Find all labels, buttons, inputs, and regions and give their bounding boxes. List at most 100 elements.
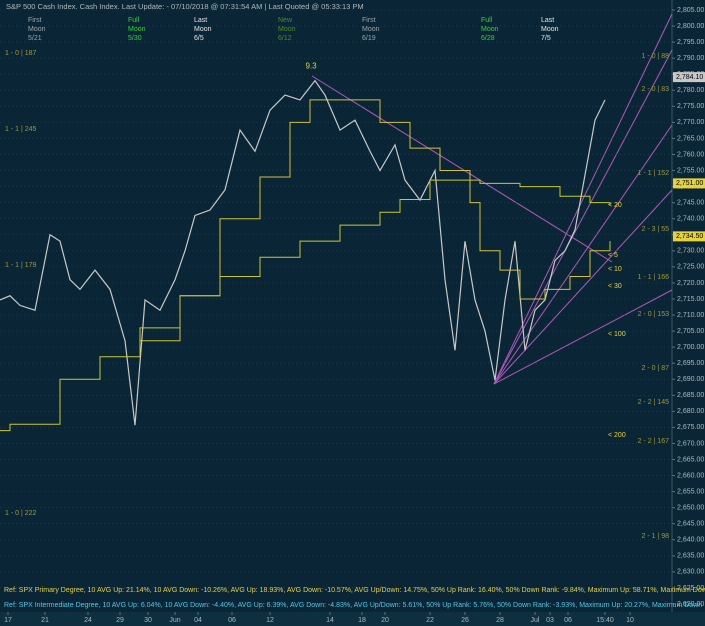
moon-date: 6/28 (481, 35, 495, 42)
price-box (673, 72, 705, 83)
moon-phase: Moon (362, 26, 380, 33)
y-tick-label: 2,790.00 (677, 55, 704, 62)
chart-title: S&P 500 Cash Index. Cash Index. Last Upd… (6, 2, 364, 11)
y-tick-label: 2,755.00 (677, 167, 704, 174)
moon-date: 6/19 (362, 35, 376, 42)
x-tick-label: 10 (626, 617, 634, 624)
y-tick-label: 2,710.00 (677, 312, 704, 319)
y-tick-label: 2,795.00 (677, 39, 704, 46)
moon-date: 5/21 (28, 35, 42, 42)
x-tick-label: 21 (41, 617, 49, 624)
x-tick-label: 06 (228, 617, 236, 624)
moon-date: 7/5 (541, 35, 551, 42)
trend-line (493, 189, 673, 385)
y-tick-label: 2,775.00 (677, 103, 704, 110)
y-tick-label: 2,655.00 (677, 488, 704, 495)
y-tick-label: 2,670.00 (677, 440, 704, 447)
x-tick-label: 03 (546, 617, 554, 624)
level-label: 2 - 2 | 167 (638, 438, 670, 445)
y-tick-label: 2,745.00 (677, 199, 704, 206)
moon-phase: Moon (481, 26, 499, 33)
moon-phase: Moon (194, 26, 212, 33)
y-tick-label: 2,675.00 (677, 424, 704, 431)
x-tick-label: 17 (4, 617, 12, 624)
x-tick-label: 28 (496, 617, 504, 624)
level-label: 2 - 2 | 145 (638, 399, 670, 406)
x-tick-label: 18 (358, 617, 366, 624)
level-label: 1 - 0 | 222 (5, 510, 37, 517)
moon-phase: Full (128, 17, 140, 24)
price-label: 2,751.00 (676, 180, 703, 187)
moon-phase: Moon (128, 26, 146, 33)
step-line (140, 99, 611, 342)
y-tick-label: 2,725.00 (677, 264, 704, 271)
footer-stats: Ref: SPX Primary Degree, 10 AVG Up: 21.1… (4, 587, 705, 594)
x-tick-label: 15:40 (596, 617, 614, 624)
price-label: 2,734.50 (676, 233, 703, 240)
level-label: 2 - 0 | 153 (638, 311, 670, 318)
y-tick-label: 2,685.00 (677, 392, 704, 399)
y-tick-label: 2,765.00 (677, 135, 704, 142)
y-tick-label: 2,640.00 (677, 537, 704, 544)
trend-lines (311, 13, 673, 385)
y-tick-label: 2,730.00 (677, 248, 704, 255)
y-tick-label: 2,770.00 (677, 119, 704, 126)
x-tick-label: 26 (461, 617, 469, 624)
level-label: 2 - 1 | 98 (641, 533, 669, 540)
moon-date: 6/12 (278, 35, 292, 42)
trend-line (311, 75, 613, 263)
level-label: 2 - 0 | 87 (641, 365, 669, 372)
moon-phase: Moon (28, 26, 46, 33)
y-tick-label: 2,715.00 (677, 296, 704, 303)
price-box (673, 231, 705, 242)
peak-label: 9.3 (305, 62, 317, 71)
x-tick-label: 30 (144, 617, 152, 624)
trend-line (493, 289, 673, 385)
y-tick-label: 2,665.00 (677, 456, 704, 463)
moon-phase: Moon (541, 26, 559, 33)
ma-marker: < 5 (608, 252, 618, 259)
moon-phase: First (362, 17, 376, 24)
ma-marker: < 30 (608, 283, 622, 290)
y-tick-label: 2,690.00 (677, 376, 704, 383)
x-tick-label: 24 (84, 617, 92, 624)
moon-phase: Last (194, 17, 207, 24)
level-label: 1 - 1 | 245 (5, 126, 37, 133)
moon-phase: Full (481, 17, 493, 24)
price-line (0, 79, 606, 426)
moon-phase: First (28, 17, 42, 24)
y-tick-label: 2,740.00 (677, 216, 704, 223)
ma-marker: < 10 (608, 266, 622, 273)
price-box (673, 178, 705, 189)
level-label: 1 - 1 | 152 (638, 170, 670, 177)
moon-phase: Last (541, 17, 554, 24)
y-tick-label: 2,645.00 (677, 521, 704, 528)
level-label: 2 - 0 | 83 (641, 86, 669, 93)
level-label: 1 - 1 | 179 (5, 262, 37, 269)
y-tick-label: 2,660.00 (677, 472, 704, 479)
y-tick-label: 2,635.00 (677, 553, 704, 560)
y-tick-label: 2,630.00 (677, 569, 704, 576)
trend-line (493, 13, 673, 385)
level-label: 1 - 1 | 166 (638, 274, 670, 281)
x-tick-label: 29 (116, 617, 124, 624)
y-tick-label: 2,620.00 (677, 601, 704, 608)
footer-stats: Ref: SPX Intermediate Degree, 10 AVG Up:… (4, 602, 702, 609)
price-label: 2,784.10 (676, 74, 703, 81)
y-tick-label: 2,695.00 (677, 360, 704, 367)
step-line (0, 179, 611, 432)
y-tick-label: 2,805.00 (677, 7, 704, 14)
x-tick-label: Jun (169, 617, 180, 624)
x-tick-label: 12 (266, 617, 274, 624)
y-tick-label: 2,650.00 (677, 505, 704, 512)
y-tick-label: 2,625.00 (677, 585, 704, 592)
moon-date: 6/5 (194, 35, 204, 42)
x-axis-band (0, 612, 705, 626)
x-tick-label: 06 (564, 617, 572, 624)
ma-marker: < 100 (608, 331, 626, 338)
x-tick-label: 22 (426, 617, 434, 624)
level-label: 1 - 0 | 187 (5, 50, 37, 57)
x-tick-label: 04 (194, 617, 202, 624)
